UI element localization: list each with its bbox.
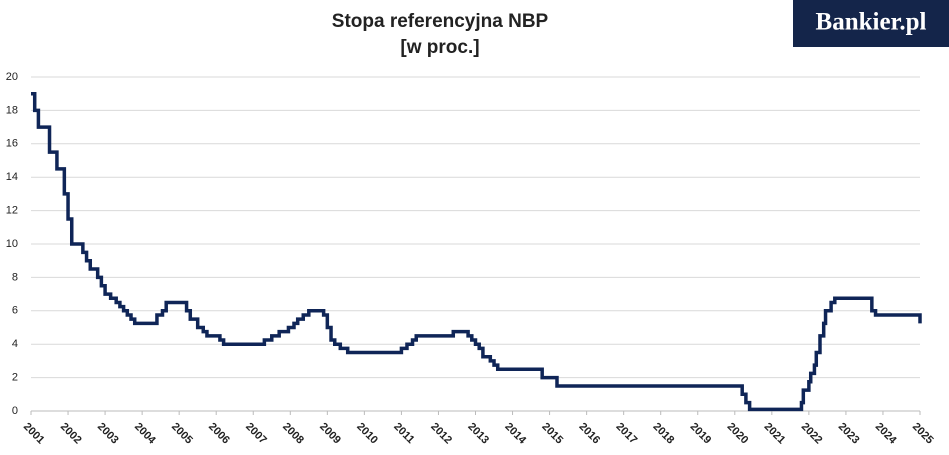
chart-title: Stopa referencyjna NBP <box>332 11 549 32</box>
y-tick-label: 2 <box>12 372 18 384</box>
x-tick-label: 2013 <box>465 421 491 447</box>
x-tick-label: 2016 <box>576 421 602 447</box>
x-tick-label: 2010 <box>354 421 380 447</box>
rate-line <box>31 91 922 412</box>
y-tick-label: 16 <box>6 138 18 150</box>
logo: Bankier.pl <box>816 9 927 36</box>
y-tick-label: 14 <box>6 171 18 183</box>
x-tick-label: 2012 <box>428 421 454 447</box>
y-tick-label: 0 <box>12 405 18 417</box>
x-tick-label: 2001 <box>21 421 47 447</box>
x-tick-label: 2006 <box>206 421 232 447</box>
x-tick-label: 2023 <box>836 421 862 447</box>
logo-box <box>793 0 949 47</box>
x-tick-label: 2014 <box>502 421 528 447</box>
x-tick-label: 2015 <box>539 421 565 447</box>
x-tick-label: 2003 <box>95 421 121 447</box>
x-tick-label: 2004 <box>132 421 158 447</box>
x-tick-label: 2009 <box>317 421 343 447</box>
x-tick-label: 2025 <box>910 421 936 447</box>
x-tick-label: 2021 <box>762 421 788 447</box>
x-tick-label: 2019 <box>688 421 714 447</box>
x-tick-label: 2005 <box>169 421 195 447</box>
y-tick-label: 6 <box>12 305 18 317</box>
y-tick-label: 8 <box>12 271 18 283</box>
x-tick-label: 2002 <box>58 421 84 447</box>
x-tick-label: 2020 <box>725 421 751 447</box>
y-tick-label: 12 <box>6 205 18 217</box>
y-tick-label: 20 <box>6 71 18 83</box>
x-tick-label: 2017 <box>613 421 639 447</box>
chart-subtitle: [w proc.] <box>400 37 479 58</box>
y-tick-label: 10 <box>6 238 18 250</box>
x-tick-label: 2008 <box>280 421 306 447</box>
y-tick-label: 4 <box>12 338 18 350</box>
x-tick-label: 2011 <box>391 421 416 446</box>
x-tick-label: 2022 <box>799 421 825 447</box>
x-tick-label: 2007 <box>243 421 269 447</box>
x-tick-label: 2024 <box>873 421 899 447</box>
x-tick-label: 2018 <box>651 421 677 447</box>
y-tick-label: 18 <box>6 104 18 116</box>
